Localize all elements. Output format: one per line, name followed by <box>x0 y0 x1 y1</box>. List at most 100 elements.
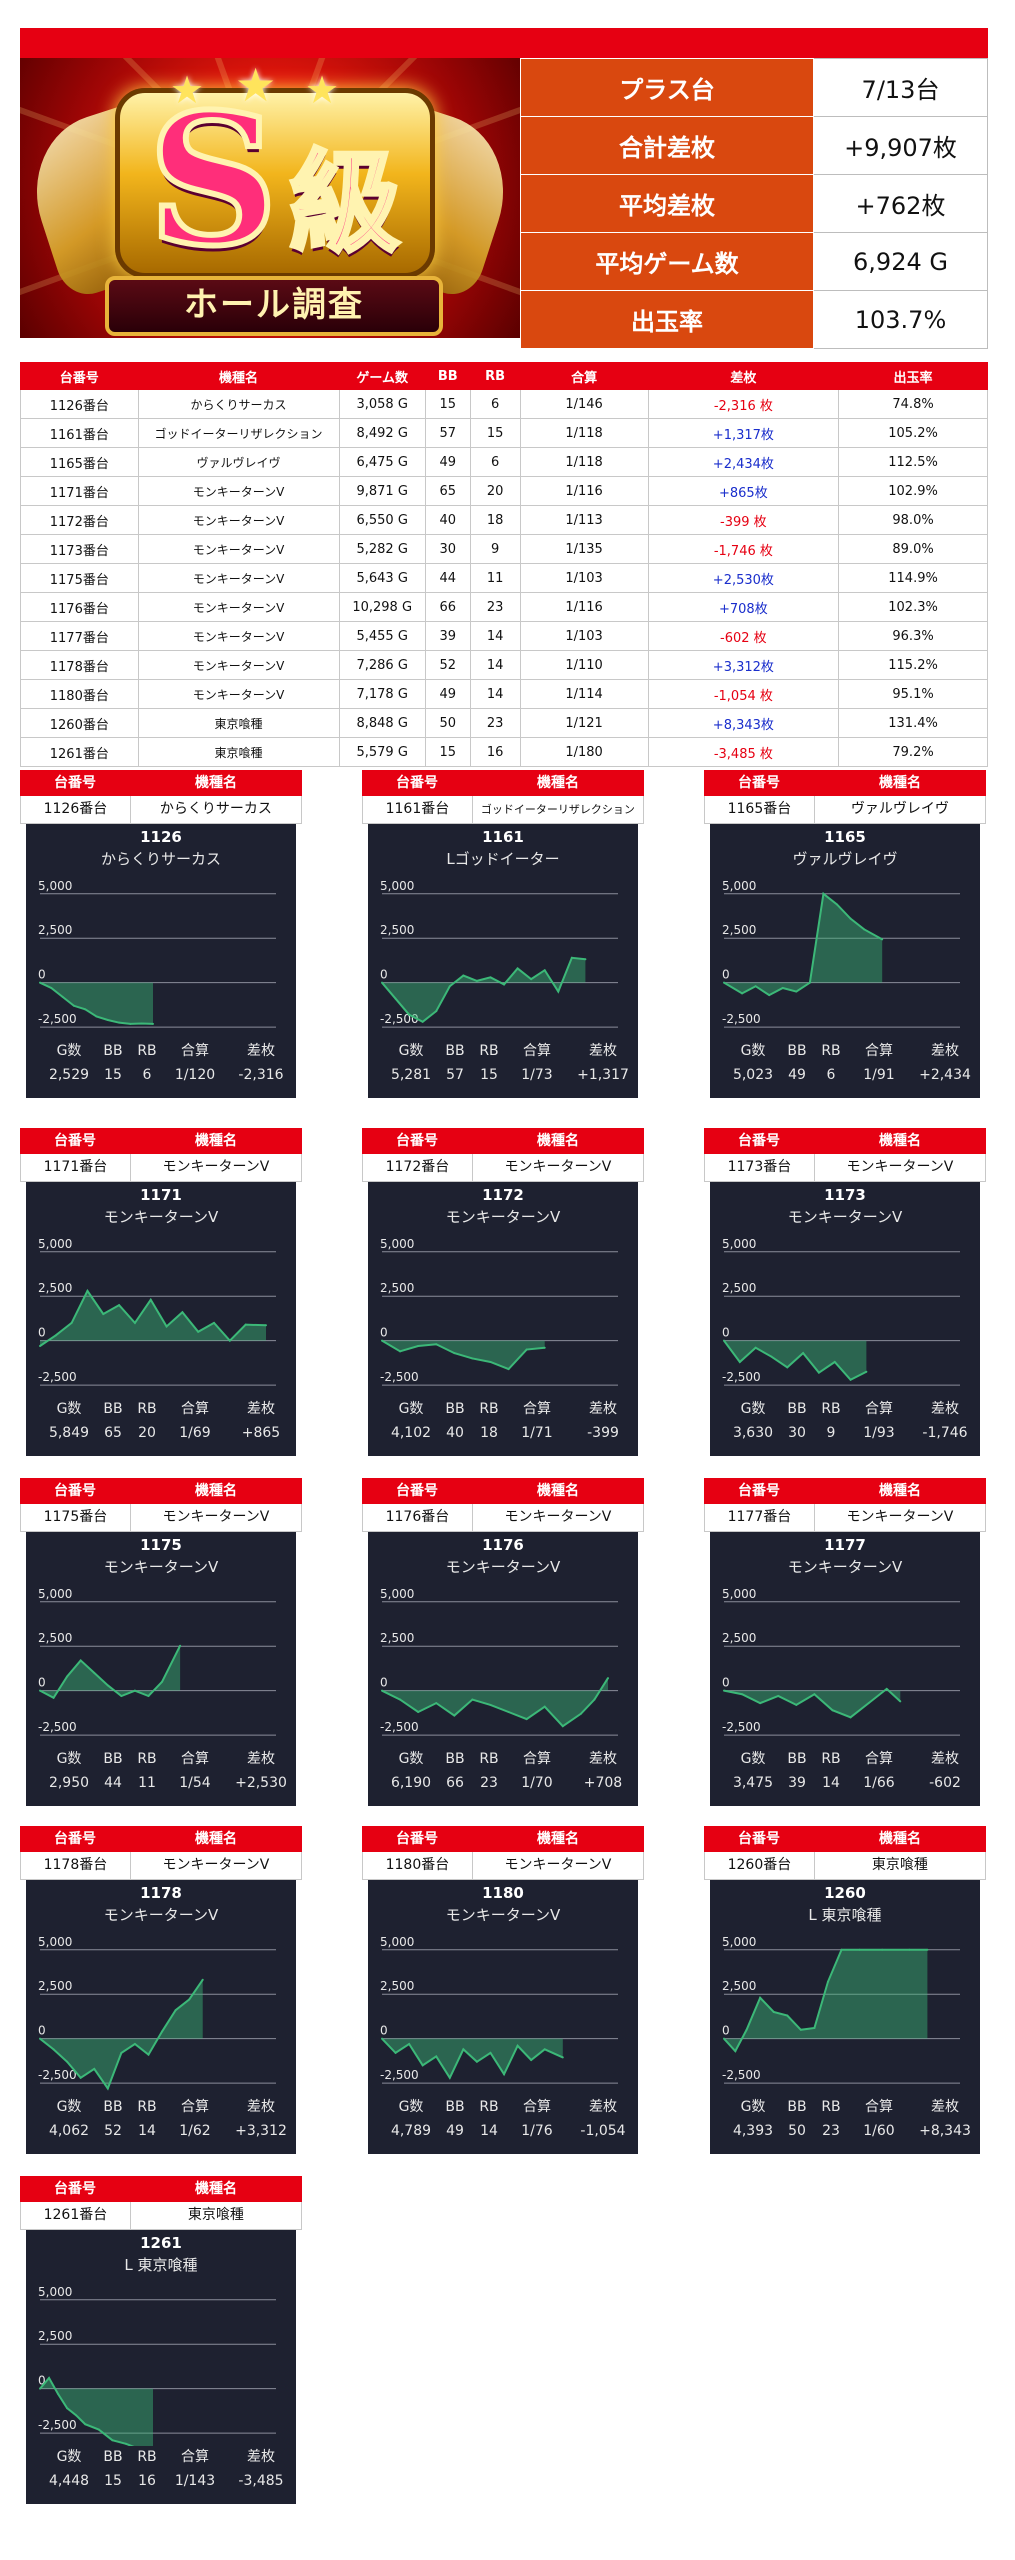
table-cell: 7,178 G <box>338 679 426 709</box>
card-header: 台番号 機種名 <box>20 2176 302 2202</box>
table-cell: 8,492 G <box>338 418 426 448</box>
table-cell: 1178番台 <box>20 650 139 680</box>
y-tick-label: 0 <box>722 2024 730 2038</box>
stat-label: BB <box>103 1401 123 1417</box>
slump-chart: 5,000 2,500 0 -2,500 <box>722 1237 960 1386</box>
data-point <box>831 1709 834 1712</box>
data-point <box>899 1700 902 1703</box>
chart-panel: 5,000 2,500 0 -2,500 1171 モンキーターンV G数 BB RB 合算 差枚 5… <box>26 1182 296 1456</box>
machine-number: 1171番台 <box>21 1154 131 1181</box>
stat-value: 3,630 <box>732 1425 774 1441</box>
data-point <box>593 1698 596 1701</box>
card-info-row: 1175番台 モンキーターンV <box>20 1504 302 1532</box>
y-tick-label: 0 <box>722 968 730 982</box>
data-point <box>584 958 587 961</box>
machine-number: 1172番台 <box>363 1154 473 1181</box>
data-point <box>489 1703 492 1706</box>
card-info-row: 1171番台 モンキーターンV <box>20 1154 302 1182</box>
data-point <box>881 938 884 941</box>
table-cell: 1176番台 <box>20 592 139 622</box>
table-cell: -2,316 枚 <box>647 389 840 419</box>
stat-label: BB <box>445 2099 465 2115</box>
stat-value: 57 <box>446 1067 464 1083</box>
stat-value: 1/54 <box>179 1775 211 1791</box>
y-tick-label: 0 <box>38 2024 46 2038</box>
stats-block: G数 BB RB 合算 差枚 4,448 15 16 1/143 -3,485 <box>26 2446 312 2494</box>
data-point <box>381 981 383 984</box>
data-point <box>102 1313 105 1315</box>
card-header-model: 機種名 <box>130 1128 302 1154</box>
stat-label: 差枚 <box>931 2099 959 2115</box>
data-point <box>133 2043 136 2045</box>
slump-area <box>724 893 883 996</box>
data-point <box>97 2428 100 2431</box>
chart-panel: 5,000 2,500 0 -2,500 1161 Lゴッドイーター G数 BB RB 合算 差枚 5… <box>368 824 638 1098</box>
card-header-number: 台番号 <box>362 1128 472 1154</box>
slump-area <box>724 1949 928 2052</box>
table-cell: 1161番台 <box>20 418 139 448</box>
data-point <box>543 2048 546 2051</box>
data-point <box>738 1361 741 1363</box>
data-point <box>561 2056 564 2059</box>
machine-number: 1177番台 <box>705 1504 815 1531</box>
y-tick-label: 2,500 <box>38 1631 72 1645</box>
table-row: 1172番台 モンキーターンV 6,550 G 40 18 1/113 -399 枚 98.0… <box>20 505 988 535</box>
data-point <box>786 1366 789 1369</box>
data-point <box>885 1687 888 1690</box>
data-point <box>75 2414 78 2417</box>
table-cell: 15 <box>469 418 521 448</box>
card-header-model: 機種名 <box>130 1478 302 1504</box>
table-cell: 8,848 G <box>338 708 426 738</box>
data-point <box>795 1703 798 1706</box>
stat-label: G数 <box>740 1401 766 1417</box>
slump-line <box>381 1339 545 1371</box>
slump-chart: 5,000 2,500 0 -2,500 <box>38 2285 276 2446</box>
stat-value: 4,448 <box>48 2473 90 2489</box>
table-cell: 6,550 G <box>338 505 426 535</box>
panel-model-name: モンキーターンV <box>445 1558 561 1576</box>
table-cell: 39 <box>424 621 471 651</box>
table-cell: 18 <box>469 505 521 535</box>
machine-card: 台番号 機種名 1177番台 モンキーターンV 5,000 2,500 0 -2,500 117… <box>704 1478 986 1806</box>
model-name: モンキーターンV <box>846 1159 954 1175</box>
stat-value: 15 <box>480 1067 498 1083</box>
y-tick-label: 2,500 <box>38 2329 72 2343</box>
stat-label: G数 <box>740 1751 766 1767</box>
stat-label: RB <box>479 2099 499 2115</box>
data-point <box>822 892 825 895</box>
stat-label: BB <box>103 1751 123 1767</box>
stat-label: BB <box>445 1401 465 1417</box>
model-name: モンキーターンV <box>504 1159 612 1175</box>
stat-label: 合算 <box>523 1401 551 1417</box>
machine-card: 台番号 機種名 1178番台 モンキーターンV 5,000 2,500 0 -2,500 117… <box>20 1826 302 2154</box>
stat-value: -399 <box>587 1425 619 1441</box>
stat-value: 1/143 <box>174 2473 216 2489</box>
table-cell: 1/118 <box>519 418 649 448</box>
slump-area <box>382 957 586 1022</box>
data-point <box>849 1378 852 1381</box>
y-tick-label: 5,000 <box>38 879 72 893</box>
panel-model-name: L 東京喰種 <box>808 1906 882 1924</box>
stat-label: G数 <box>56 2099 82 2115</box>
data-point <box>759 1702 762 1705</box>
machine-card: 台番号 機種名 1176番台 モンキーターンV 5,000 2,500 0 -2,500 117… <box>362 1478 644 1806</box>
table-cell: 14 <box>469 621 521 651</box>
data-point <box>381 1339 383 1342</box>
card-header-model: 機種名 <box>814 1826 986 1852</box>
stat-label: 合算 <box>523 1751 551 1767</box>
card-header: 台番号 機種名 <box>20 770 302 796</box>
machine-number: 1180番台 <box>363 1852 473 1879</box>
stats-block: G数 BB RB 合算 差枚 6,190 66 23 1/70 +708 <box>368 1748 654 1796</box>
stat-value: 1/70 <box>521 1775 553 1791</box>
data-point <box>543 1346 546 1349</box>
stat-value: 1/93 <box>863 1425 895 1441</box>
chart-panel: 5,000 2,500 0 -2,500 1176 モンキーターンV G数 BB RB 合算 差枚 6… <box>368 1532 638 1806</box>
table-cell: 1/116 <box>519 592 649 622</box>
table-cell: 1/114 <box>519 679 649 709</box>
table-cell: 5,282 G <box>338 534 426 564</box>
y-tick-label: 2,500 <box>380 923 414 937</box>
card-header: 台番号 機種名 <box>362 1826 644 1852</box>
data-point <box>867 1702 870 1705</box>
data-point <box>174 2009 177 2012</box>
table-cell: 1126番台 <box>20 389 139 419</box>
